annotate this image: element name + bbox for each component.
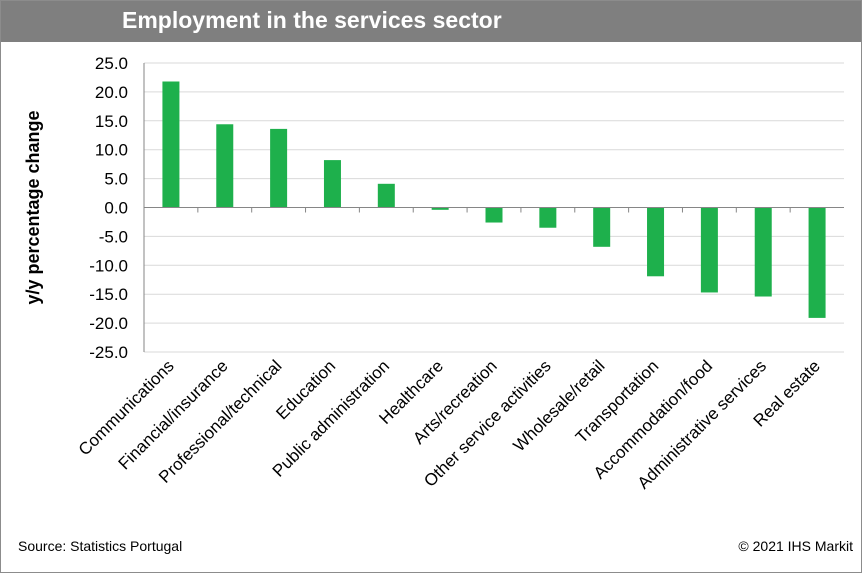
bar xyxy=(270,128,288,208)
bar xyxy=(377,183,395,208)
bar xyxy=(162,81,180,208)
bar xyxy=(539,207,557,228)
y-tick-label: 5.0 xyxy=(104,170,128,189)
y-tick-label: -10.0 xyxy=(89,256,128,275)
y-tick-label: 20.0 xyxy=(95,83,128,102)
x-category-label: Wholesale/retail xyxy=(510,356,609,455)
y-tick-label: 10.0 xyxy=(95,141,128,160)
bar xyxy=(216,124,234,208)
bar xyxy=(323,160,341,208)
y-tick-label: -25.0 xyxy=(89,343,128,362)
bar xyxy=(647,207,665,277)
chart-title: Employment in the services sector xyxy=(122,7,502,33)
y-tick-label: 0.0 xyxy=(104,199,128,218)
bar xyxy=(485,207,503,223)
bar xyxy=(431,207,449,210)
bar xyxy=(808,207,826,318)
y-tick-label: -15.0 xyxy=(89,285,128,304)
x-category-label: Communications xyxy=(75,356,178,459)
source-note: Source: Statistics Portugal xyxy=(18,538,183,554)
copyright-note: © 2021 IHS Markit xyxy=(738,538,853,554)
bar xyxy=(593,207,611,247)
title-bar: Employment in the services sector xyxy=(1,1,861,42)
y-tick-label: 25.0 xyxy=(95,54,128,73)
y-axis-title: y/y percentage change xyxy=(23,110,43,304)
y-tick-label: 15.0 xyxy=(95,112,128,131)
bar xyxy=(754,207,772,297)
y-tick-label: -20.0 xyxy=(89,314,128,333)
y-tick-label: -5.0 xyxy=(99,227,128,246)
bar xyxy=(700,207,718,293)
